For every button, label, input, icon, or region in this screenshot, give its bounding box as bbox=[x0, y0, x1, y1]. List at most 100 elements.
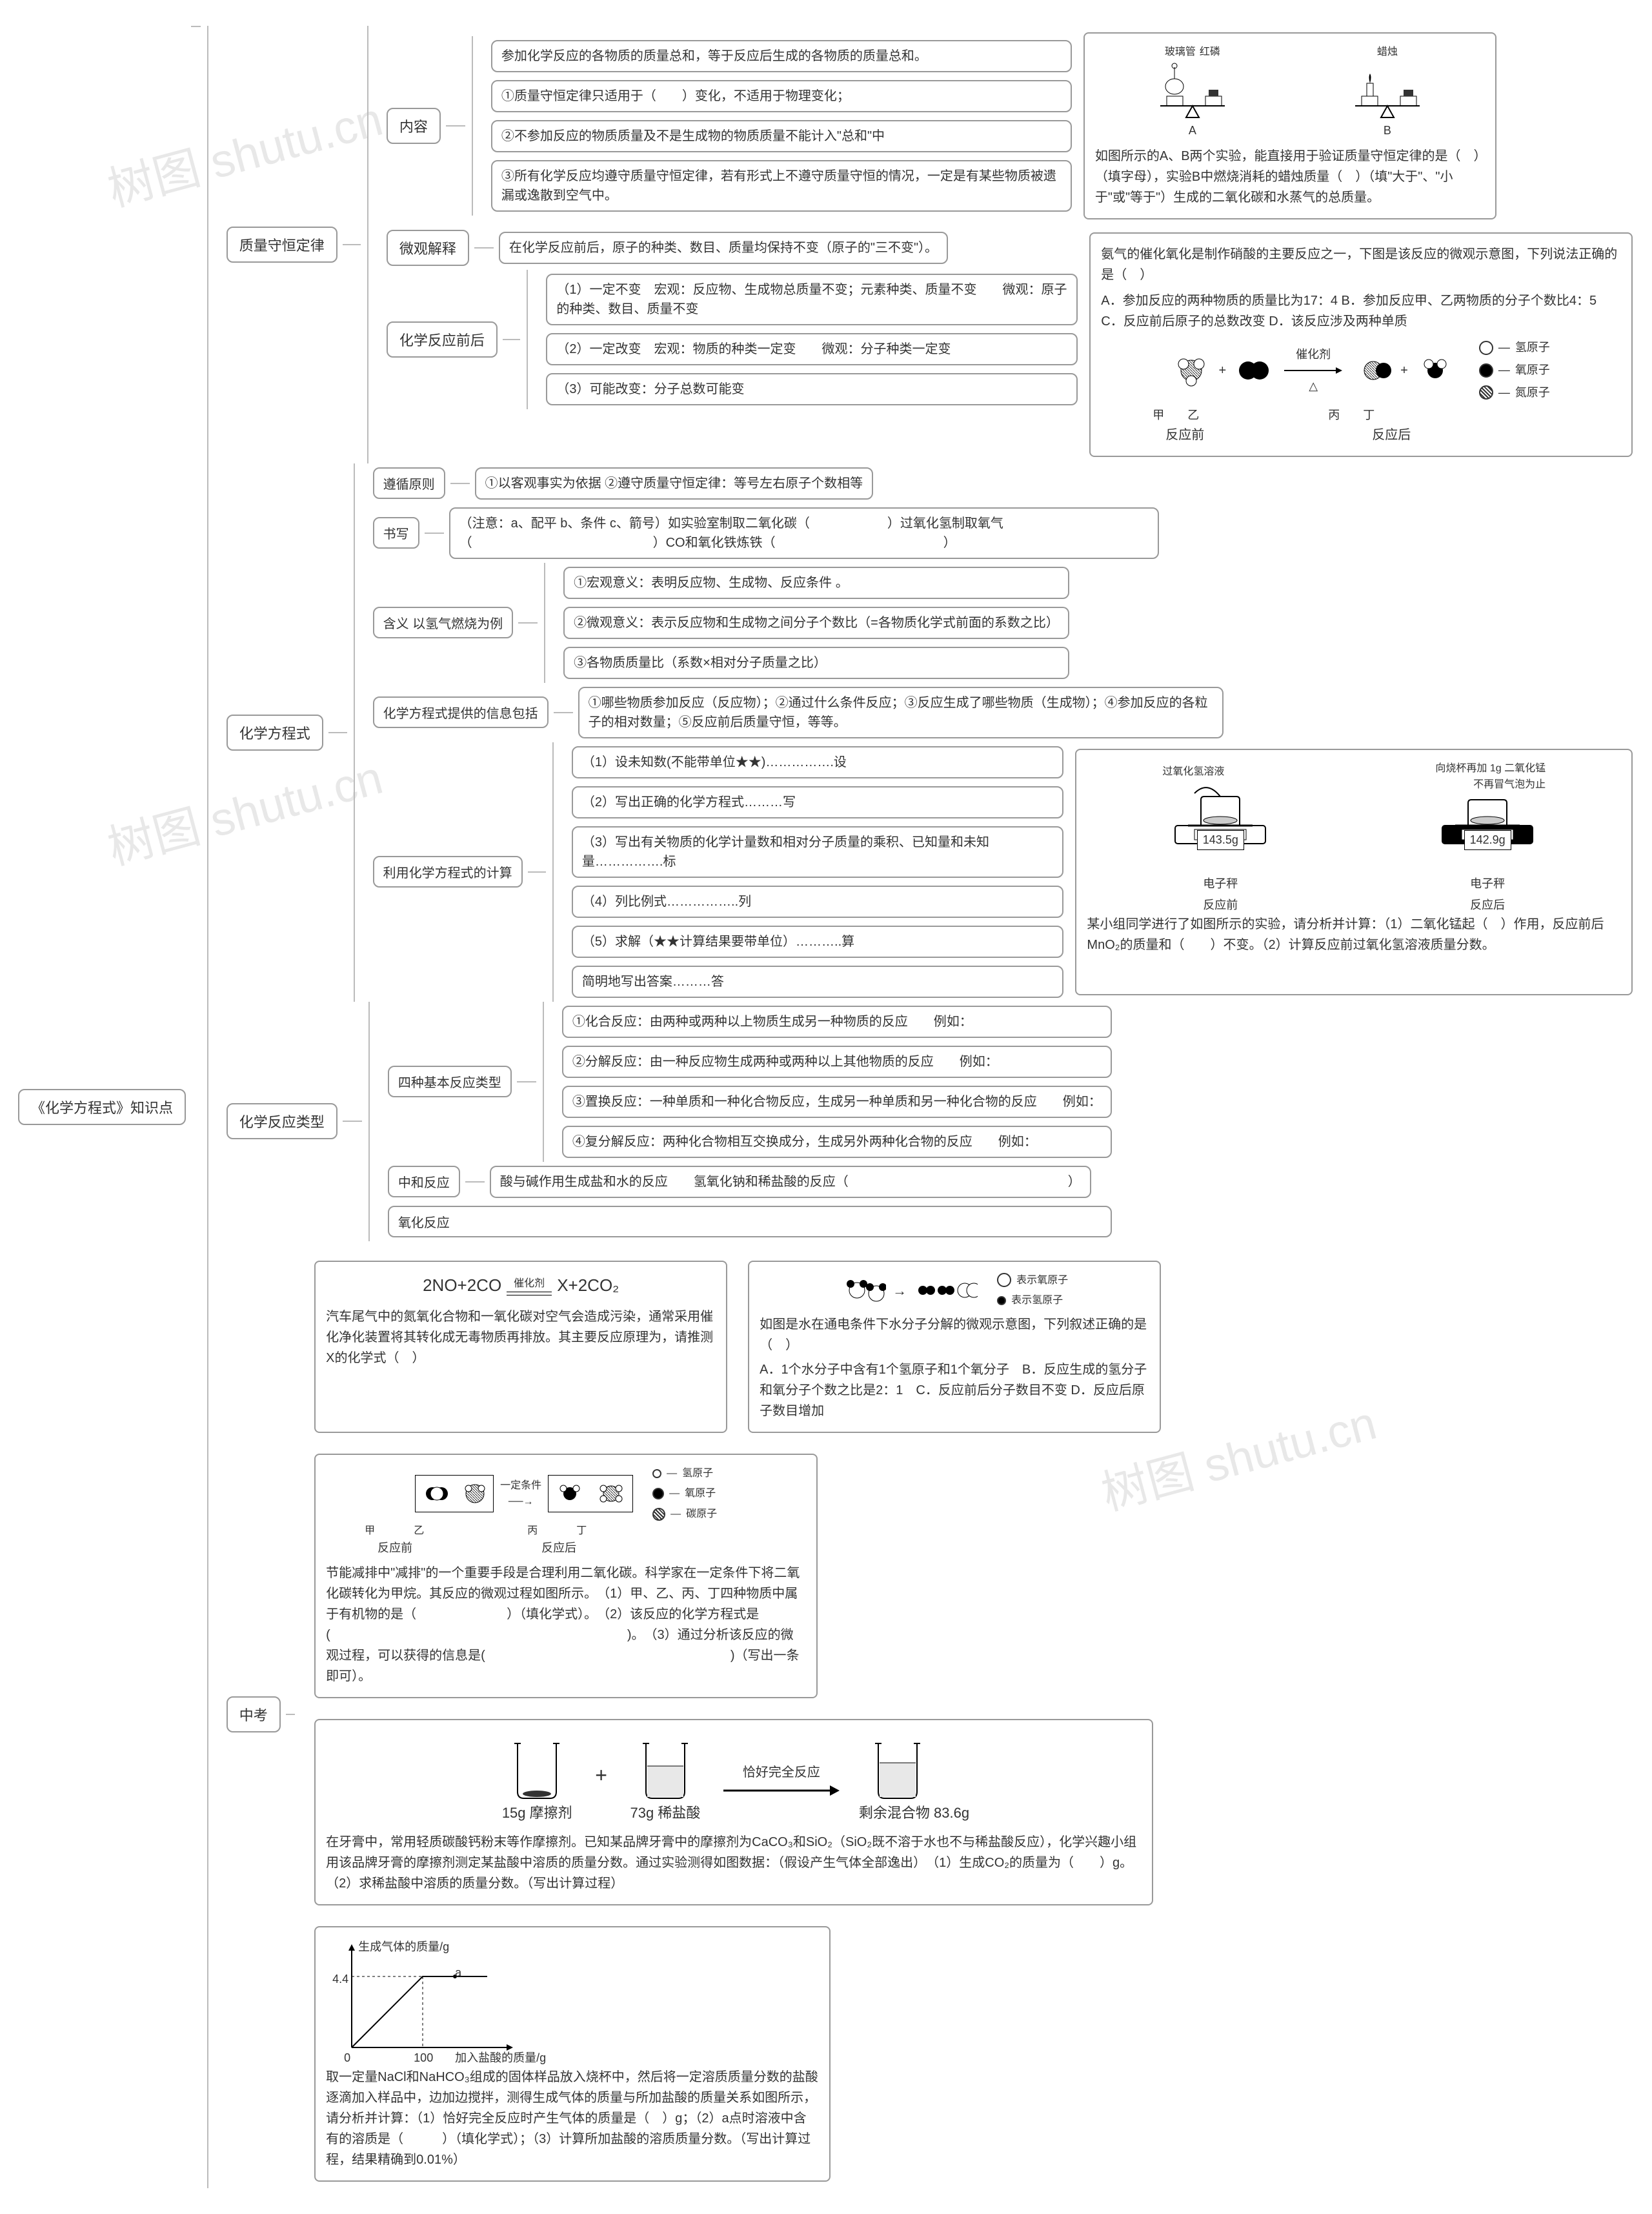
ex3-left-label: 过氧化氢溶液 bbox=[1162, 764, 1278, 780]
p5-pt: a bbox=[455, 1964, 461, 1982]
content-item-3: ③所有化学反应均遵守质量守恒定律，若有形式上不遵守质量守恒的情况，一定是有某些物… bbox=[491, 160, 1072, 212]
node-b2-title: 化学方程式 bbox=[227, 715, 323, 751]
beaker-3-icon bbox=[859, 1731, 936, 1802]
calc-s6: 简明地写出答案………答 bbox=[572, 966, 1064, 998]
ba-r1: （1）一定不变 宏观：反应物、生成物总质量不变；元素种类、质量不变 微观：原子的… bbox=[546, 274, 1078, 325]
p4-l1: 15g 摩擦剂 bbox=[498, 1802, 576, 1824]
branch-mass-conservation: 质量守恒定律 内容 参加化学反应的各物质的质量总和，等于反应后生成的各物质的质量… bbox=[221, 26, 1639, 463]
ex2-legend: —氢原子 —氧原子 —氮原子 bbox=[1479, 338, 1550, 401]
content-item-1: ①质量守恒定律只适用于（ ）变化，不适用于物理变化； bbox=[491, 80, 1072, 112]
ex3-right-label1: 向烧杯再加 1g 二氧化锰 bbox=[1429, 760, 1546, 777]
ex2-before: 反应前 bbox=[1165, 425, 1204, 445]
mindmap-root-row: 《化学方程式》知识点 质量守恒定律 内容 参加化学反应的各物质的质量总和，等于反… bbox=[13, 26, 1639, 2188]
ex2-intro: 氨气的催化氧化是制作硝酸的主要反应之一，下图是该反应的微观示意图，下列说法正确的… bbox=[1101, 244, 1621, 285]
ex1-label-a: A bbox=[1147, 121, 1238, 140]
p1-text: 汽车尾气中的氮氧化合物和一氧化碳对空气会造成污染，通常采用催化净化装置将其转化成… bbox=[326, 1306, 716, 1368]
p2-before-icon bbox=[841, 1274, 886, 1306]
p4-l2: 73g 稀盐酸 bbox=[627, 1802, 704, 1824]
ex2-after: 反应后 bbox=[1372, 425, 1411, 445]
exercise-2-box: 氨气的催化氧化是制作硝酸的主要反应之一，下图是该反应的微观示意图，下列说法正确的… bbox=[1089, 232, 1633, 456]
p4-arrow-icon bbox=[723, 1783, 840, 1798]
arrow-icon bbox=[1284, 364, 1342, 377]
p5-ytick: 4.4 bbox=[332, 1970, 348, 1989]
node-micro-text: 在化学反应前后，原子的种类、数目、质量均保持不变（原子的"三不变"）。 bbox=[499, 232, 948, 264]
exam-p5: 生成气体的质量/g 4.4 a 0 100 加入盐酸的质量/g 取一定量NaCl… bbox=[314, 1926, 831, 2182]
node-b3-title: 化学反应类型 bbox=[227, 1103, 337, 1139]
p2-after-icon bbox=[913, 1274, 978, 1306]
ex1-label-b: B bbox=[1342, 121, 1433, 140]
meaning-1: ①宏观意义：表明反应物、生成物、反应条件 。 bbox=[563, 567, 1069, 599]
calc-label: 利用化学方程式的计算 bbox=[373, 856, 523, 888]
p4-l3: 剩余混合物 83.6g bbox=[859, 1802, 969, 1824]
principle-label: 遵循原则 bbox=[373, 467, 445, 499]
node-ba-label: 化学反应前后 bbox=[387, 321, 498, 358]
p2-opts: A．1个水分子中含有1个氢原子和1个氧分子 B．反应生成的氢分子和氧分子个数之比… bbox=[760, 1359, 1149, 1421]
p3-text: 节能减排中"减排"的一个重要手段是合理利用二氧化碳。科学家在一定条件下将二氧化碳… bbox=[326, 1563, 806, 1687]
branch-reaction-types: 化学反应类型 四种基本反应类型 ①化合反应：由两种或两种以上物质生成另一种物质的… bbox=[221, 1002, 1639, 1241]
ex1-text: 如图所示的A、B两个实验，能直接用于验证质量守恒定律的是（ ）（填字母），实验B… bbox=[1095, 146, 1485, 208]
oxid-label: 氧化反应 bbox=[388, 1206, 1112, 1237]
info-text: ①哪些物质参加反应（反应物）；②通过什么条件反应；③反应生成了哪些物质（生成物）… bbox=[578, 687, 1224, 738]
content-item-0: 参加化学反应的各物质的质量总和，等于反应后生成的各物质的质量总和。 bbox=[491, 40, 1072, 72]
exercise-1-box: 玻璃管 红磷 bbox=[1083, 32, 1496, 219]
calc-s1: （1）设未知数(不能带单位★★)…………….设 bbox=[572, 746, 1064, 778]
ex2-plus-2: + bbox=[1400, 360, 1408, 381]
ba-r2: （2）一定改变 宏观：物质的种类一定变 微观：分子种类一定变 bbox=[546, 333, 1078, 365]
p5-text: 取一定量NaCl和NaHCO₃组成的固体样品放入烧杯中，然后将一定溶质质量分数的… bbox=[326, 2067, 819, 2170]
node-b4-title: 中考 bbox=[227, 1696, 281, 1732]
beaker-2-icon bbox=[627, 1731, 704, 1802]
exam-p4: 15g 摩擦剂 + 73g 稀盐酸 恰好完全反应 bbox=[314, 1719, 1153, 1905]
exam-grid: 2NO+2CO 催化剂 X+2CO₂ 汽车尾气中的氮氧化合物和一氧化碳对空气会造… bbox=[308, 1254, 1639, 2189]
ex2-plus-1: + bbox=[1218, 360, 1226, 381]
p3-bing-icon bbox=[554, 1481, 586, 1507]
meaning-3: ③各物质质量比（系数×相对分子质量之比） bbox=[563, 647, 1069, 679]
four-t2: ②分解反应：由一种反应物生成两种或两种以上其他物质的反应 例如： bbox=[562, 1046, 1112, 1078]
level1-children: 质量守恒定律 内容 参加化学反应的各物质的质量总和，等于反应后生成的各物质的质量… bbox=[207, 26, 1639, 2188]
calc-s3: （3）写出有关物质的化学计量数和相对分子质量的乘积、已知量和未知量…………….标 bbox=[572, 826, 1064, 878]
molecule-ding-icon bbox=[1416, 354, 1455, 387]
four-t4: ④复分解反应：两种化合物相互交换成分，生成另外两种化合物的反应 例如： bbox=[562, 1126, 1112, 1158]
p4-text: 在牙膏中，常用轻质碳酸钙粉末等作摩擦剂。已知某品牌牙膏中的摩擦剂为CaCO₃和S… bbox=[326, 1832, 1142, 1894]
ex3-right-mass: 142.9g bbox=[1464, 830, 1511, 850]
ex3-right-scale: 电子秤 bbox=[1429, 875, 1546, 893]
molecule-bing-icon bbox=[1354, 354, 1393, 387]
branch-exam: 中考 2NO+2CO 催化剂 X+2CO₂ bbox=[221, 1241, 1639, 2189]
ba-r3: （3）可能改变：分子总数可能变 bbox=[546, 373, 1078, 405]
write-text: （注意：a、配平 b、条件 c、箭号）如实验室制取二氧化碳（ ）过氧化氢制取氧气… bbox=[449, 507, 1159, 559]
calc-s2: （2）写出正确的化学方程式………写 bbox=[572, 786, 1064, 818]
exam-p2: → 表示氧原子 表示氢原子 如图是水在通电条件下水分子分解的微观示意图，下列叙述… bbox=[748, 1261, 1161, 1433]
p2-intro: 如图是水在通电条件下水分子分解的微观示意图，下列叙述正确的是 （ ） bbox=[760, 1314, 1149, 1356]
ex1-tube-label: 玻璃管 bbox=[1165, 44, 1196, 61]
p3-yi-icon bbox=[462, 1481, 488, 1507]
molecule-yi-icon bbox=[1234, 354, 1273, 387]
p5-xtick: 100 bbox=[414, 2049, 433, 2067]
p4-plus: + bbox=[595, 1759, 607, 1824]
p5-origin: 0 bbox=[344, 2049, 350, 2067]
four-label: 四种基本反应类型 bbox=[388, 1066, 512, 1097]
ex3-right-label2: 不再冒气泡为止 bbox=[1429, 777, 1546, 793]
ex2-opts: A．参加反应的两种物质的质量比为17：4 B．参加反应甲、乙两物质的分子个数比4… bbox=[1101, 290, 1621, 332]
exercise-3-box: 过氧化氢溶液 143.5g 电子秤 bbox=[1075, 749, 1633, 995]
ex3-text: 某小组同学进行了如图所示的实验，请分析并计算：（1）二氧化锰起（ ）作用，反应前… bbox=[1087, 914, 1621, 955]
p5-xlabel: 加入盐酸的质量/g bbox=[455, 2049, 546, 2067]
ex2-catalyst: 催化剂 bbox=[1284, 345, 1342, 364]
balance-a-icon bbox=[1147, 61, 1238, 119]
meaning-label: 含义 以氢气燃烧为例 bbox=[373, 607, 514, 638]
info-label: 化学方程式提供的信息包括 bbox=[373, 696, 549, 728]
neutral-text: 酸与碱作用生成盐和水的反应 氢氧化钠和稀盐酸的反应（ ） bbox=[490, 1166, 1091, 1198]
p4-arrow-label: 恰好完全反应 bbox=[723, 1762, 840, 1783]
meaning-2: ②微观意义：表示反应物和生成物之间分子个数比（=各物质化学式前面的系数之比） bbox=[563, 607, 1069, 639]
ex3-left-scale: 电子秤 bbox=[1162, 875, 1278, 893]
ex1-candle-label: 蜡烛 bbox=[1342, 44, 1433, 61]
molecule-jia-icon bbox=[1172, 351, 1211, 390]
root-node: 《化学方程式》知识点 bbox=[18, 1089, 186, 1125]
ex3-left-mass: 143.5g bbox=[1197, 830, 1244, 850]
p1-catalyst: 催化剂 bbox=[514, 1275, 545, 1292]
exam-p1: 2NO+2CO 催化剂 X+2CO₂ 汽车尾气中的氮氧化合物和一氧化碳对空气会造… bbox=[314, 1261, 727, 1433]
balance-b-icon bbox=[1342, 61, 1433, 119]
p3-cond: 一定条件 bbox=[500, 1480, 541, 1491]
ex3-right-state: 反应后 bbox=[1429, 896, 1546, 915]
four-t3: ③置换反应：一种单质和一种化合物反应，生成另一种单质和另一种化合物的反应 例如： bbox=[562, 1086, 1112, 1118]
beaker-1-icon bbox=[498, 1731, 576, 1802]
write-label: 书写 bbox=[373, 517, 419, 549]
